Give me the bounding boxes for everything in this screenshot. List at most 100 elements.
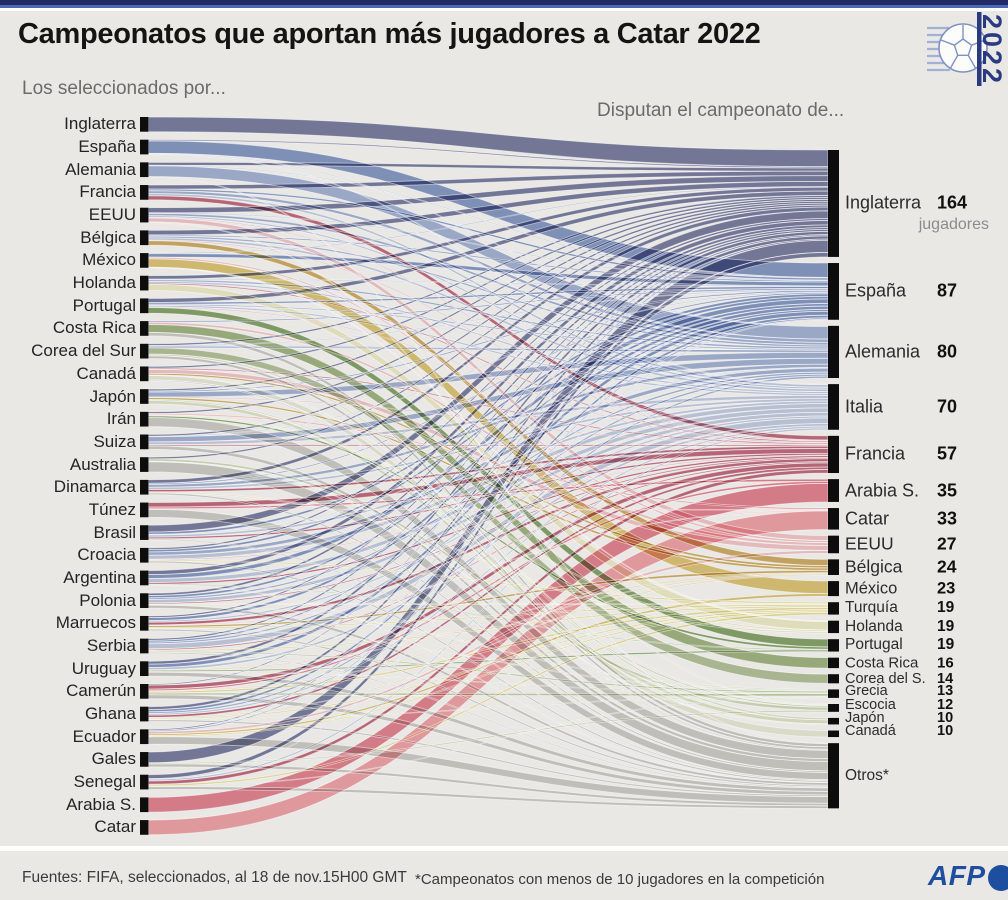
sankey-ribbon: [148, 763, 828, 806]
sankey-ribbon: [148, 283, 828, 443]
sankey-ribbon: [148, 139, 828, 168]
sankey-ribbon: [148, 224, 828, 596]
left-country-label: Costa Rica: [52, 318, 136, 338]
sankey-ribbon: [148, 237, 828, 392]
right-node-bar: [828, 581, 839, 597]
left-country-label: EEUU: [88, 205, 136, 225]
right-node-bar: [828, 704, 839, 712]
right-league-value: 19: [937, 599, 955, 617]
left-country-label: Suiza: [93, 431, 136, 451]
left-node-bar: [140, 321, 149, 336]
left-node-bar: [140, 457, 149, 472]
left-node-bar: [140, 774, 149, 790]
sankey-ribbon-edge: [148, 165, 829, 340]
left-country-label: Argentina: [63, 567, 136, 587]
left-country-label: Holanda: [72, 273, 136, 293]
right-league-value: 13: [937, 682, 954, 699]
right-league-label: Escocia: [845, 696, 896, 713]
sankey-ribbon: [148, 210, 828, 533]
right-league-label: Japón: [845, 710, 885, 727]
left-country-label: Ecuador: [72, 726, 136, 746]
left-node-bar: [140, 706, 149, 722]
sankey-ribbon: [148, 217, 828, 541]
sankey-ribbon: [148, 292, 828, 485]
left-country-label: Ghana: [84, 704, 136, 724]
right-league-label: EEUU: [845, 533, 894, 554]
right-league-label: Grecia: [845, 682, 888, 699]
left-country-label: Arabia S.: [66, 794, 136, 814]
left-country-label: Túnez: [88, 499, 136, 519]
sankey-ribbon: [148, 368, 828, 445]
right-league-value: 10: [937, 710, 954, 727]
right-league-value: 16: [937, 654, 954, 672]
top-accent-bar-white: [0, 8, 1008, 11]
right-league-label: Alemania: [845, 341, 921, 362]
left-country-label: México: [82, 250, 136, 270]
sankey-ribbon: [148, 281, 828, 394]
right-league-label: Turquía: [845, 599, 898, 617]
left-node-bar: [140, 207, 149, 223]
left-node-bar: [140, 411, 149, 427]
top-accent-bar-blue: [0, 5, 1008, 8]
left-country-label: Uruguay: [71, 658, 136, 678]
right-league-label: Portugal: [845, 636, 903, 654]
footer-footnote: *Campeonatos con menos de 10 jugadores e…: [415, 871, 825, 888]
sankey-ribbon-edge: [148, 482, 829, 813]
right-league-value: 80: [937, 341, 958, 362]
sankey-ribbon: [148, 347, 828, 684]
sankey-ribbon: [148, 414, 828, 632]
sankey-ribbon: [148, 215, 828, 390]
left-country-label: Bélgica: [80, 227, 136, 247]
sankey-ribbon: [148, 570, 828, 628]
left-node-bar: [140, 117, 149, 132]
sankey-ribbon: [148, 218, 828, 550]
right-league-value: 27: [937, 533, 957, 554]
right-node-bar: [828, 435, 839, 474]
right-node-bar: [828, 639, 839, 652]
right-league-label: Catar: [845, 508, 890, 529]
right-axis-label: Disputan el campeonato de...: [597, 100, 845, 121]
left-node-bar: [140, 366, 149, 382]
right-league-value: 33: [937, 508, 958, 529]
left-node-bar: [140, 139, 149, 155]
afp-logo-text: AFP: [928, 860, 986, 891]
right-node-bar: [828, 384, 839, 430]
footer-sources: Fuentes: FIFA, seleccionados, al 18 de n…: [22, 869, 407, 886]
right-league-value: 10: [937, 722, 954, 739]
left-country-label: España: [78, 137, 136, 157]
sankey-ribbon: [148, 293, 828, 535]
right-league-label: Otros*: [845, 766, 889, 784]
left-country-label: Serbia: [86, 635, 136, 655]
sankey-ribbon: [148, 304, 828, 351]
right-node-bar: [828, 263, 839, 320]
left-country-label: Corea del Sur: [31, 341, 136, 361]
left-node-bar: [140, 434, 149, 450]
left-node-bar: [140, 684, 149, 699]
sankey-ribbon: [148, 288, 828, 323]
left-country-label: Alemania: [65, 159, 136, 179]
left-node-bar: [140, 479, 149, 495]
left-node-bar: [140, 615, 149, 631]
sankey-ribbon: [148, 719, 828, 797]
qatar-2022-logo: 2022: [927, 12, 1007, 86]
sankey-ribbon: [148, 213, 828, 345]
left-country-label: Brasil: [93, 522, 136, 542]
right-node-bar: [828, 479, 839, 502]
right-league-label: Italia: [845, 396, 884, 417]
sankey-ribbon: [148, 426, 828, 716]
afp-logo: AFP: [928, 860, 1008, 892]
left-country-label: Irán: [106, 409, 136, 429]
left-node-bar: [140, 343, 149, 359]
sankey-ribbon: [148, 231, 828, 665]
left-node-bar: [140, 752, 149, 767]
left-country-label: Camerún: [66, 681, 136, 701]
left-node-bar: [140, 253, 149, 268]
right-league-value: 12: [937, 696, 954, 713]
sankey-ribbon: [148, 652, 828, 788]
left-country-label: Dinamarca: [53, 477, 136, 497]
sankey-ribbon: [148, 672, 828, 792]
sankey-ribbon: [148, 201, 828, 414]
sankey-ribbon: [148, 175, 828, 213]
right-league-value: 19: [937, 617, 955, 635]
